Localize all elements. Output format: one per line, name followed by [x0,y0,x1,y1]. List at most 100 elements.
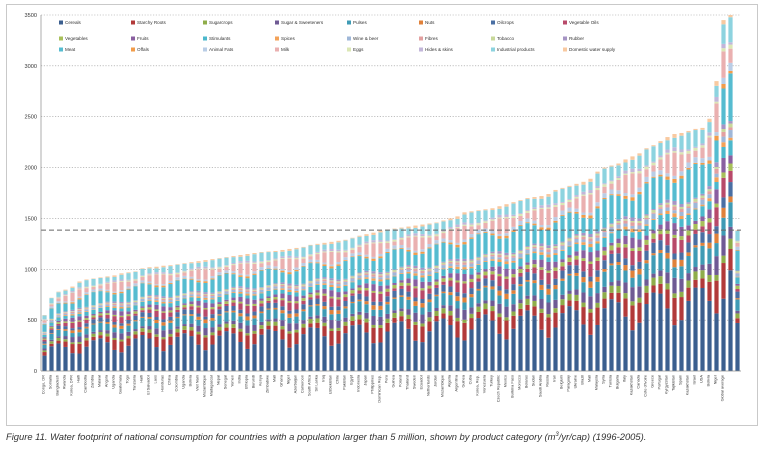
bar-segment [105,306,110,311]
bar-segment [574,275,579,290]
bar-segment [518,286,523,300]
bar-segment [168,275,173,281]
bar-segment [616,179,621,191]
bar-segment [700,127,705,130]
bar-segment [735,322,740,371]
bar-segment [315,305,320,316]
bar-segment [350,316,355,321]
bar-segment [686,280,691,288]
bar-segment [539,196,544,199]
bar-segment [224,299,229,302]
bar-segment [273,285,278,287]
bar-segment [350,293,355,296]
bar-segment [518,213,523,217]
bar-segment [637,194,642,219]
bar-segment [469,294,474,298]
legend-swatch [131,47,135,52]
bar-segment [686,130,691,133]
bar-segment [427,275,432,282]
bar-segment [119,291,124,294]
bar-segment [294,286,299,288]
bar-segment [532,295,537,301]
bar-segment [63,311,68,313]
bar-segment [581,212,586,215]
bar-segment [371,290,376,293]
bar-segment [231,333,236,371]
bar-segment [364,235,369,242]
bar-segment [413,279,418,287]
bar-segment [665,204,670,208]
bar-segment [238,273,243,276]
bar-segment [56,337,61,341]
bar-segment [357,299,362,302]
bar-segment [161,287,166,297]
bar-segment [469,274,474,279]
bar-segment [133,305,138,310]
bar-segment [336,286,341,288]
bar-segment [49,304,54,307]
bar-segment [413,250,418,253]
bar-segment [245,313,250,317]
bar-segment [175,318,180,327]
bar-segment [322,336,327,371]
bar-segment [294,309,299,314]
bar-segment [427,267,432,269]
bar-segment [350,257,355,276]
bar-segment [189,279,194,292]
bar-segment [154,301,159,305]
bar-segment [322,244,327,250]
bar-segment [735,299,740,311]
bar-segment [406,285,411,292]
bar-segment [385,272,390,275]
bar-segment [343,282,348,285]
bar-segment [574,259,579,266]
legend-swatch [491,47,495,52]
bar-segment [364,304,369,313]
bar-segment [168,344,173,371]
bar-segment [525,310,530,371]
bar-segment [189,297,194,302]
bar-segment [735,246,740,250]
bar-segment [595,188,600,191]
x-category-label: Kazakhstan [629,375,634,395]
bar-segment [203,266,208,269]
bar-segment [588,243,593,248]
bar-segment [49,326,54,329]
bar-segment [595,235,600,238]
bar-segment [378,258,383,273]
bar-segment [84,287,89,289]
bar-segment [294,290,299,293]
x-category-label: Israel [692,375,697,385]
bar-segment [539,227,544,230]
bar-segment [49,325,54,327]
bar-segment [483,275,488,279]
bar-segment [609,223,614,225]
bar-segment [574,234,579,236]
bar-segment [567,237,572,239]
bar-segment [567,186,572,199]
bar-segment [651,209,656,211]
bar-segment [217,272,222,275]
bar-segment [63,346,68,371]
bar-segment [196,297,201,301]
bar-segment [588,241,593,244]
bar-segment [315,280,320,282]
bar-segment [343,279,348,282]
bar-segment [343,291,348,295]
bar-segment [539,252,544,255]
bar-segment [525,249,530,254]
bar-segment [504,233,509,236]
bar-segment [665,272,670,284]
bar-segment [315,244,320,252]
bar-segment [693,247,698,268]
bar-segment [322,251,327,253]
bar-segment [77,309,82,312]
bar-segment [84,295,89,307]
bar-segment [273,288,278,290]
bar-segment [420,267,425,270]
bar-segment [70,344,75,354]
bar-segment [630,237,635,249]
bar-segment [259,306,264,312]
bar-segment [406,236,411,238]
bar-segment [399,237,404,240]
